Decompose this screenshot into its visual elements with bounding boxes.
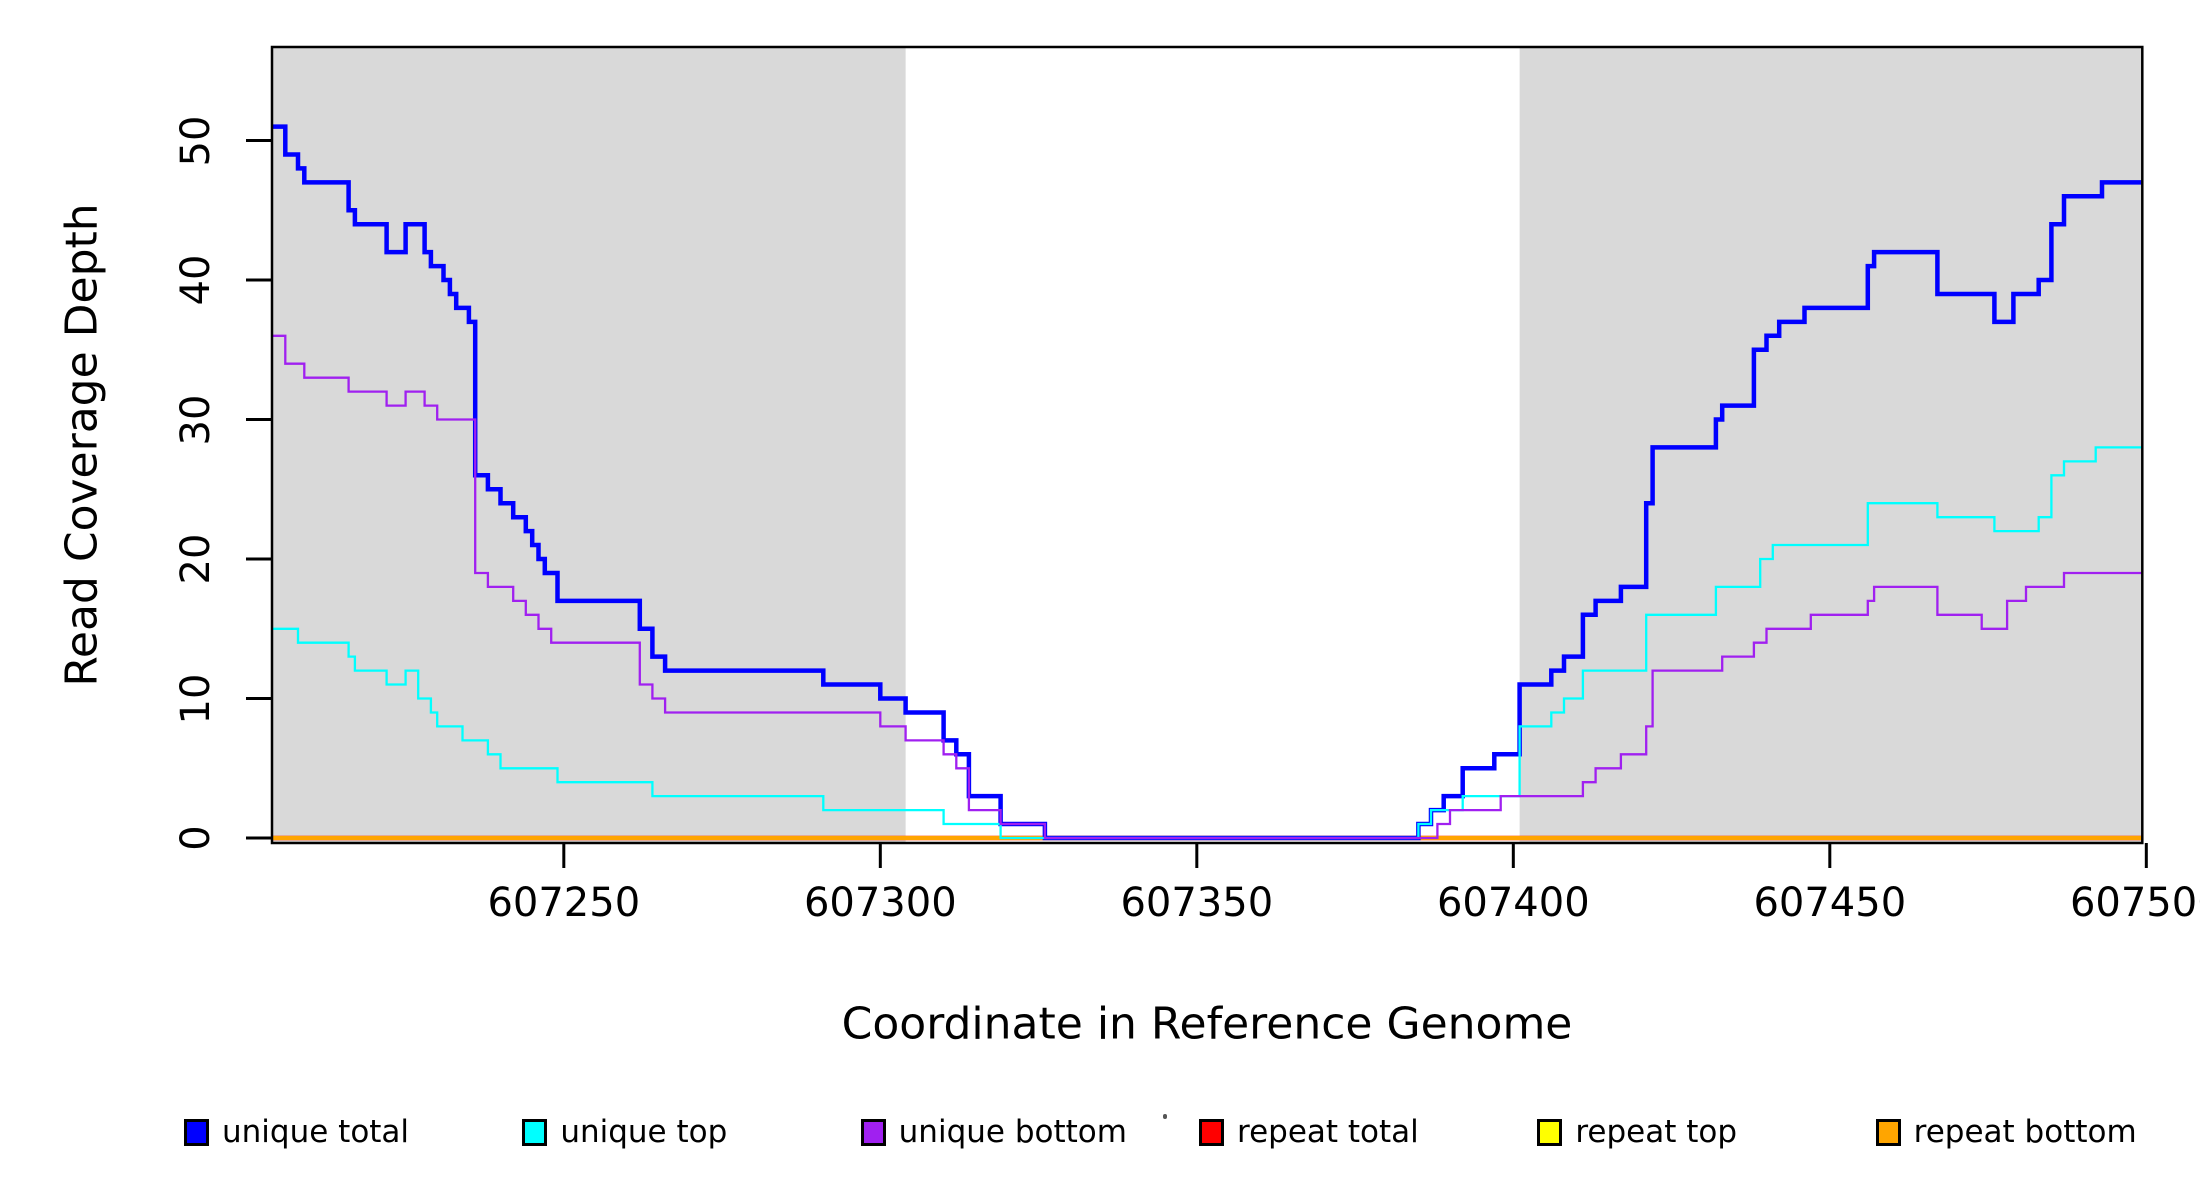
plot-border <box>270 45 2144 845</box>
legend-label: unique total <box>222 1114 410 1150</box>
repeat-bottom-swatch-icon <box>1875 1118 1901 1146</box>
repeat-top-swatch-icon <box>1537 1118 1563 1146</box>
legend: unique total unique top unique bottom re… <box>170 1108 2200 1156</box>
x-tick-label: 607300 <box>803 880 957 926</box>
y-tick-label: 10 <box>173 673 219 724</box>
legend-label: repeat top <box>1575 1114 1738 1150</box>
unique-total-swatch-icon <box>184 1118 209 1146</box>
legend-label: repeat bottom <box>1913 1114 2137 1150</box>
ink-speck <box>1163 1114 1167 1119</box>
y-tick-label: 0 <box>173 825 219 851</box>
legend-item-repeat-bottom: repeat bottom <box>1862 1114 2200 1150</box>
unique-bottom-swatch-icon <box>860 1118 886 1146</box>
x-tick-label: 607350 <box>1120 880 1274 926</box>
legend-item-repeat-top: repeat top <box>1523 1114 1861 1150</box>
legend-label: repeat total <box>1237 1114 1419 1150</box>
shaded-region-right-flank <box>1519 47 2142 843</box>
x-tick-label: 607500 <box>2069 880 2200 926</box>
y-axis-title: Read Coverage Depth <box>56 203 108 687</box>
legend-item-unique-bottom: unique bottom <box>847 1114 1185 1150</box>
unique-top-swatch-icon <box>522 1118 548 1146</box>
legend-label: unique bottom <box>898 1114 1127 1150</box>
y-tick-label: 30 <box>173 394 219 445</box>
y-tick-label: 50 <box>173 115 219 166</box>
x-tick-label: 607400 <box>1436 880 1590 926</box>
y-tick-label: 20 <box>173 533 219 585</box>
legend-item-unique-top: unique top <box>508 1114 846 1150</box>
x-axis-title: Coordinate in Reference Genome <box>841 998 1573 1050</box>
series-line-unique-top <box>272 446 2143 840</box>
legend-item-unique-total: unique total <box>170 1114 508 1150</box>
x-tick-label: 607250 <box>487 880 641 926</box>
x-tick-label: 607450 <box>1753 880 1907 926</box>
repeat-total-swatch-icon <box>1199 1118 1224 1146</box>
y-tick-label: 40 <box>173 254 219 306</box>
legend-item-repeat-total: repeat total <box>1185 1114 1523 1150</box>
shaded-region-left-flank <box>272 47 906 843</box>
series-line-unique-bottom <box>272 334 2143 840</box>
legend-label: unique top <box>560 1114 728 1150</box>
